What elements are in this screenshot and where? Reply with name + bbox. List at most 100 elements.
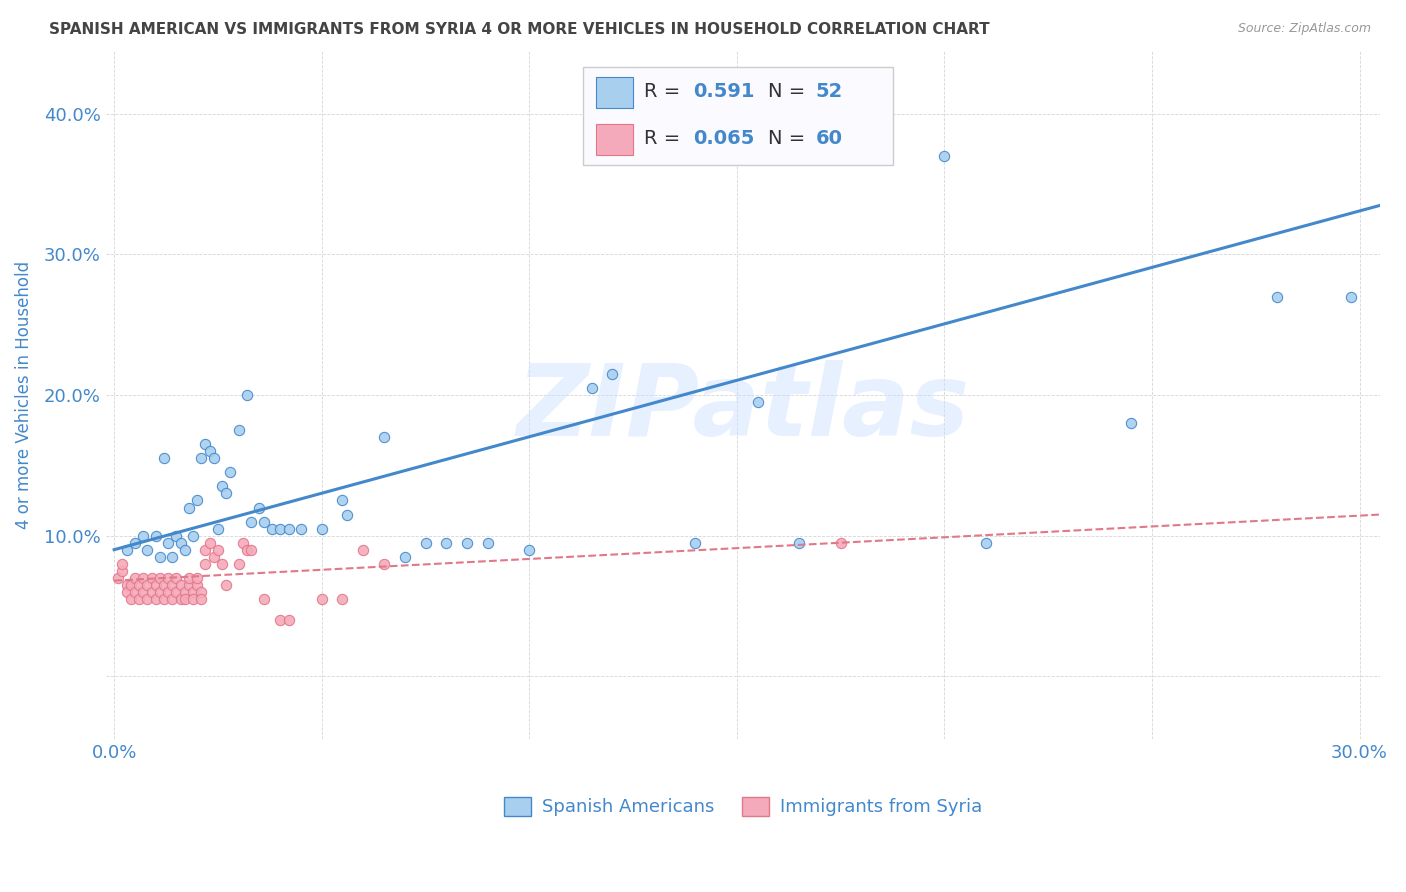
Point — [173, 542, 195, 557]
Point — [194, 542, 217, 557]
Point — [211, 479, 233, 493]
Point — [186, 578, 208, 592]
Point — [190, 591, 212, 606]
Point — [128, 591, 150, 606]
Point — [165, 585, 187, 599]
Point — [685, 535, 707, 549]
Point — [145, 578, 167, 592]
Text: N =: N = — [768, 129, 811, 148]
Point — [277, 522, 299, 536]
Text: 60: 60 — [815, 129, 842, 148]
Point — [169, 535, 191, 549]
Point — [165, 528, 187, 542]
Legend: Spanish Americans, Immigrants from Syria: Spanish Americans, Immigrants from Syria — [498, 789, 988, 823]
Point — [517, 542, 540, 557]
Y-axis label: 4 or more Vehicles in Household: 4 or more Vehicles in Household — [15, 261, 32, 529]
Point — [352, 542, 374, 557]
Point — [165, 571, 187, 585]
Point — [290, 522, 312, 536]
Point — [157, 535, 180, 549]
Point — [115, 578, 138, 592]
Point — [120, 578, 142, 592]
Point — [207, 542, 229, 557]
Point — [373, 430, 395, 444]
Point — [198, 444, 221, 458]
Point — [177, 578, 200, 592]
Point — [181, 585, 204, 599]
Point — [124, 585, 146, 599]
Point — [107, 571, 129, 585]
Point — [252, 515, 274, 529]
Point — [141, 571, 163, 585]
Point — [120, 591, 142, 606]
Point — [162, 578, 184, 592]
Point — [115, 542, 138, 557]
Text: 0.065: 0.065 — [693, 129, 755, 148]
Point — [260, 522, 283, 536]
Point — [236, 542, 259, 557]
Point — [157, 585, 180, 599]
Point — [115, 585, 138, 599]
Point — [111, 564, 134, 578]
Point — [186, 571, 208, 585]
Point — [177, 571, 200, 585]
Text: 52: 52 — [815, 82, 842, 102]
Text: ZIPatlas: ZIPatlas — [516, 360, 970, 458]
Point — [128, 578, 150, 592]
Point — [277, 613, 299, 627]
Point — [124, 535, 146, 549]
Point — [394, 549, 416, 564]
Point — [162, 549, 184, 564]
Point — [415, 535, 437, 549]
Point — [153, 451, 176, 466]
Point — [181, 591, 204, 606]
Point — [149, 571, 172, 585]
Point — [145, 591, 167, 606]
Point — [219, 466, 242, 480]
Point — [173, 585, 195, 599]
Point — [136, 578, 159, 592]
Point — [434, 535, 457, 549]
Point — [194, 437, 217, 451]
Point — [202, 451, 225, 466]
Point — [169, 578, 191, 592]
Point — [141, 585, 163, 599]
Point — [456, 535, 478, 549]
Point — [194, 557, 217, 571]
FancyBboxPatch shape — [596, 124, 633, 155]
Text: R =: R = — [644, 129, 686, 148]
Point — [136, 591, 159, 606]
Point — [600, 367, 623, 381]
Point — [269, 613, 291, 627]
Text: Source: ZipAtlas.com: Source: ZipAtlas.com — [1237, 22, 1371, 36]
FancyBboxPatch shape — [583, 67, 893, 165]
Point — [173, 591, 195, 606]
Point — [215, 486, 238, 500]
Point — [974, 535, 997, 549]
Point — [132, 528, 155, 542]
Point — [186, 493, 208, 508]
Point — [181, 528, 204, 542]
Point — [336, 508, 359, 522]
Point — [207, 522, 229, 536]
Point — [124, 571, 146, 585]
Text: 0.591: 0.591 — [693, 82, 755, 102]
Point — [236, 388, 259, 402]
Point — [934, 149, 956, 163]
Point — [215, 578, 238, 592]
Point — [1265, 290, 1288, 304]
Point — [269, 522, 291, 536]
Point — [787, 535, 810, 549]
Point — [153, 591, 176, 606]
Point — [202, 549, 225, 564]
Point — [132, 585, 155, 599]
Point — [581, 381, 603, 395]
Point — [136, 542, 159, 557]
FancyBboxPatch shape — [596, 77, 633, 108]
Point — [190, 451, 212, 466]
Point — [228, 557, 250, 571]
Point — [169, 591, 191, 606]
Point — [477, 535, 499, 549]
Point — [153, 578, 176, 592]
Point — [373, 557, 395, 571]
